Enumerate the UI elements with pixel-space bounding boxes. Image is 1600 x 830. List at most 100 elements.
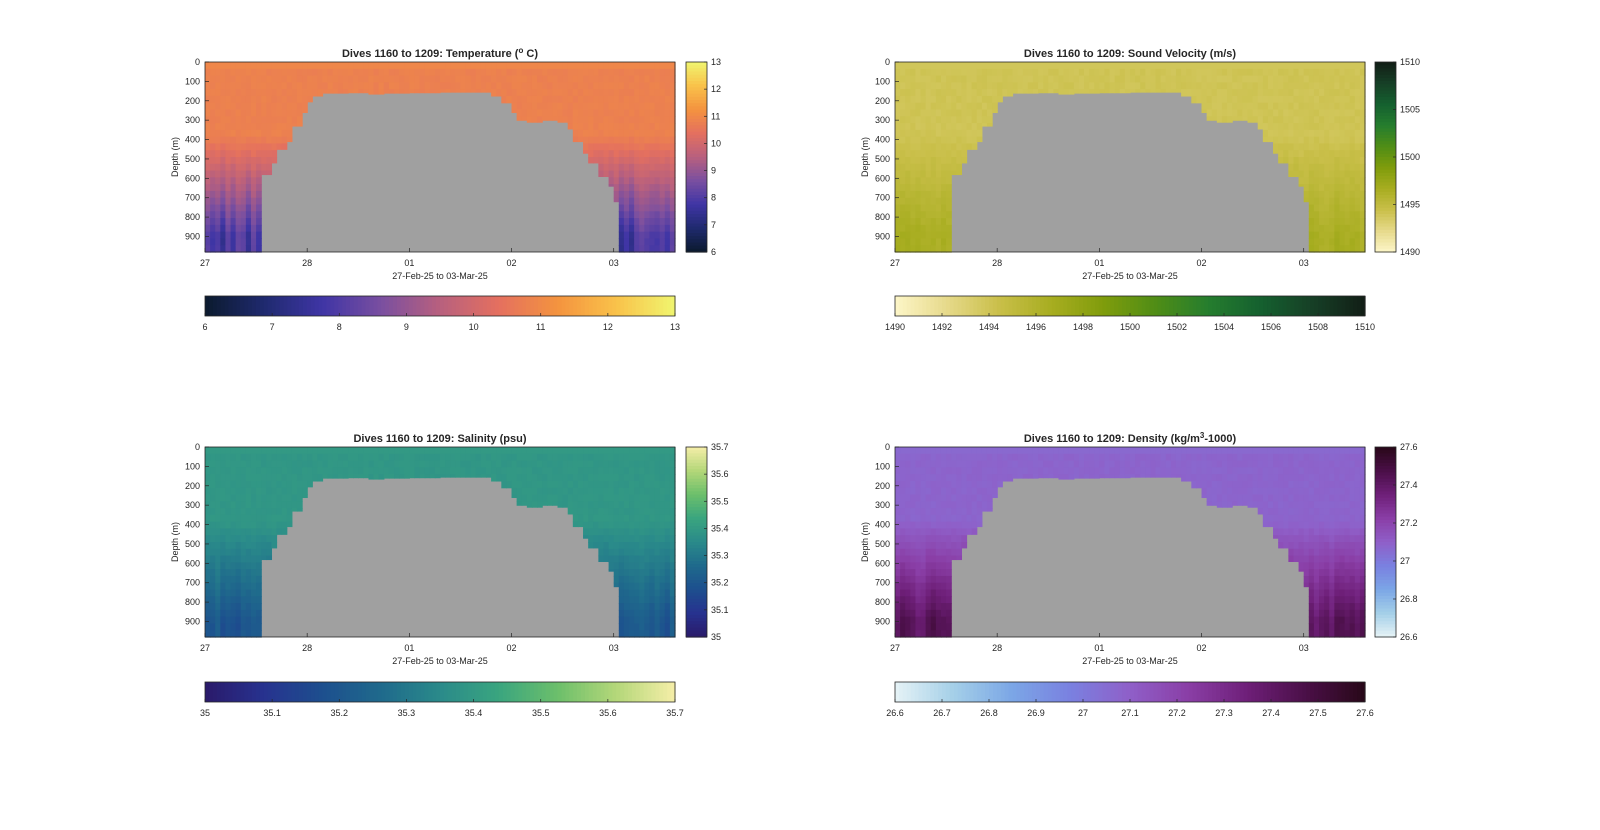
heatmap-cell bbox=[1007, 447, 1014, 455]
heatmap-cell bbox=[1273, 68, 1279, 77]
heatmap-cell bbox=[629, 170, 635, 178]
heatmap-cell bbox=[649, 116, 656, 124]
heatmap-cell bbox=[501, 467, 508, 475]
heatmap-cell bbox=[245, 460, 252, 468]
heatmap-cell bbox=[1329, 204, 1335, 212]
heatmap-cell bbox=[1293, 157, 1300, 165]
heatmap-cell bbox=[1216, 467, 1223, 475]
colorbar-segment bbox=[686, 128, 707, 133]
heatmap-cell bbox=[399, 447, 405, 455]
heatmap-cell bbox=[1211, 453, 1218, 462]
heatmap-cell bbox=[930, 136, 937, 145]
heatmap-cell bbox=[976, 68, 983, 77]
heatmap-cell bbox=[230, 116, 237, 124]
heatmap-cell bbox=[669, 535, 676, 543]
heatmap-cell bbox=[1140, 62, 1146, 70]
heatmap-cell bbox=[1359, 102, 1366, 111]
heatmap-cell bbox=[567, 447, 574, 455]
heatmap-cell bbox=[1329, 177, 1335, 185]
heatmap-cell bbox=[915, 460, 922, 468]
colorbar-segment bbox=[608, 682, 613, 702]
heatmap-cell bbox=[659, 157, 666, 165]
heatmap-cell bbox=[976, 480, 983, 489]
heatmap-cell bbox=[623, 487, 630, 496]
heatmap-cell bbox=[363, 453, 370, 462]
heatmap-cell bbox=[669, 575, 676, 584]
heatmap-cell bbox=[240, 123, 247, 131]
heatmap-cell bbox=[593, 68, 599, 77]
heatmap-cell bbox=[910, 453, 917, 462]
heatmap-cell bbox=[920, 555, 927, 563]
heatmap-cell bbox=[895, 467, 901, 475]
heatmap-cell bbox=[302, 62, 308, 70]
heatmap-cell bbox=[634, 116, 640, 124]
heatmap-cell bbox=[542, 82, 548, 90]
heatmap-cell bbox=[470, 89, 477, 93]
heatmap-cell bbox=[205, 521, 211, 530]
heatmap-cell bbox=[935, 528, 942, 536]
heatmap-cell bbox=[475, 75, 482, 83]
colorbar-segment bbox=[624, 296, 629, 316]
heatmap-cell bbox=[215, 542, 221, 550]
heatmap-cell bbox=[925, 95, 932, 104]
heatmap-cell bbox=[649, 542, 656, 550]
heatmap-cell bbox=[951, 494, 957, 502]
heatmap-cell bbox=[286, 480, 293, 489]
heatmap-cell bbox=[235, 238, 242, 246]
heatmap-cell bbox=[450, 75, 456, 83]
heatmap-cell bbox=[654, 197, 661, 206]
heatmap-cell bbox=[450, 467, 456, 475]
heatmap-cell bbox=[669, 480, 676, 489]
heatmap-cell bbox=[961, 514, 968, 523]
heatmap-cell bbox=[521, 460, 528, 468]
heatmap-cell bbox=[930, 150, 937, 158]
heatmap-cell bbox=[634, 514, 640, 523]
heatmap-cell bbox=[664, 480, 671, 489]
heatmap-cell bbox=[618, 603, 625, 611]
heatmap-cell bbox=[210, 218, 216, 226]
heatmap-cell bbox=[572, 487, 579, 496]
heatmap-cell bbox=[593, 453, 599, 462]
heatmap-cell bbox=[623, 623, 630, 631]
heatmap-cell bbox=[634, 623, 640, 631]
heatmap-cell bbox=[240, 514, 247, 523]
heatmap-cell bbox=[1344, 150, 1351, 158]
heatmap-cell bbox=[629, 163, 635, 172]
heatmap-cell bbox=[613, 555, 620, 563]
heatmap-cell bbox=[1206, 89, 1213, 97]
heatmap-cell bbox=[639, 123, 645, 131]
heatmap-cell bbox=[588, 460, 594, 468]
heatmap-cell bbox=[230, 508, 237, 516]
heatmap-cell bbox=[900, 467, 906, 475]
heatmap-cell bbox=[920, 238, 927, 246]
heatmap-cell bbox=[608, 143, 615, 151]
heatmap-cell bbox=[910, 528, 917, 536]
heatmap-cell bbox=[618, 68, 625, 77]
heatmap-cell bbox=[240, 184, 247, 192]
heatmap-cell bbox=[634, 555, 640, 563]
heatmap-cell bbox=[1349, 102, 1356, 111]
heatmap-cell bbox=[905, 89, 911, 97]
heatmap-cell bbox=[572, 460, 579, 468]
heatmap-cell bbox=[1324, 75, 1330, 83]
heatmap-cell bbox=[1278, 68, 1284, 77]
colorbar-segment bbox=[553, 296, 559, 316]
heatmap-cell bbox=[1038, 68, 1044, 77]
heatmap-cell bbox=[210, 535, 216, 543]
colorbar-segment bbox=[647, 296, 653, 316]
heatmap-cell bbox=[925, 136, 932, 145]
heatmap-cell bbox=[1150, 68, 1157, 77]
heatmap-cell bbox=[337, 467, 344, 475]
heatmap-cell bbox=[220, 211, 227, 219]
heatmap-cell bbox=[1308, 231, 1315, 240]
heatmap-cell bbox=[1022, 68, 1029, 77]
heatmap-cell bbox=[930, 562, 937, 570]
heatmap-cell bbox=[322, 460, 329, 468]
colorbar-segment bbox=[624, 682, 629, 702]
heatmap-cell bbox=[552, 494, 559, 502]
heatmap-cell bbox=[629, 487, 635, 496]
heatmap-cell bbox=[1329, 75, 1335, 83]
heatmap-cell bbox=[588, 109, 594, 117]
heatmap-cell bbox=[215, 582, 221, 591]
heatmap-cell bbox=[1252, 116, 1259, 123]
